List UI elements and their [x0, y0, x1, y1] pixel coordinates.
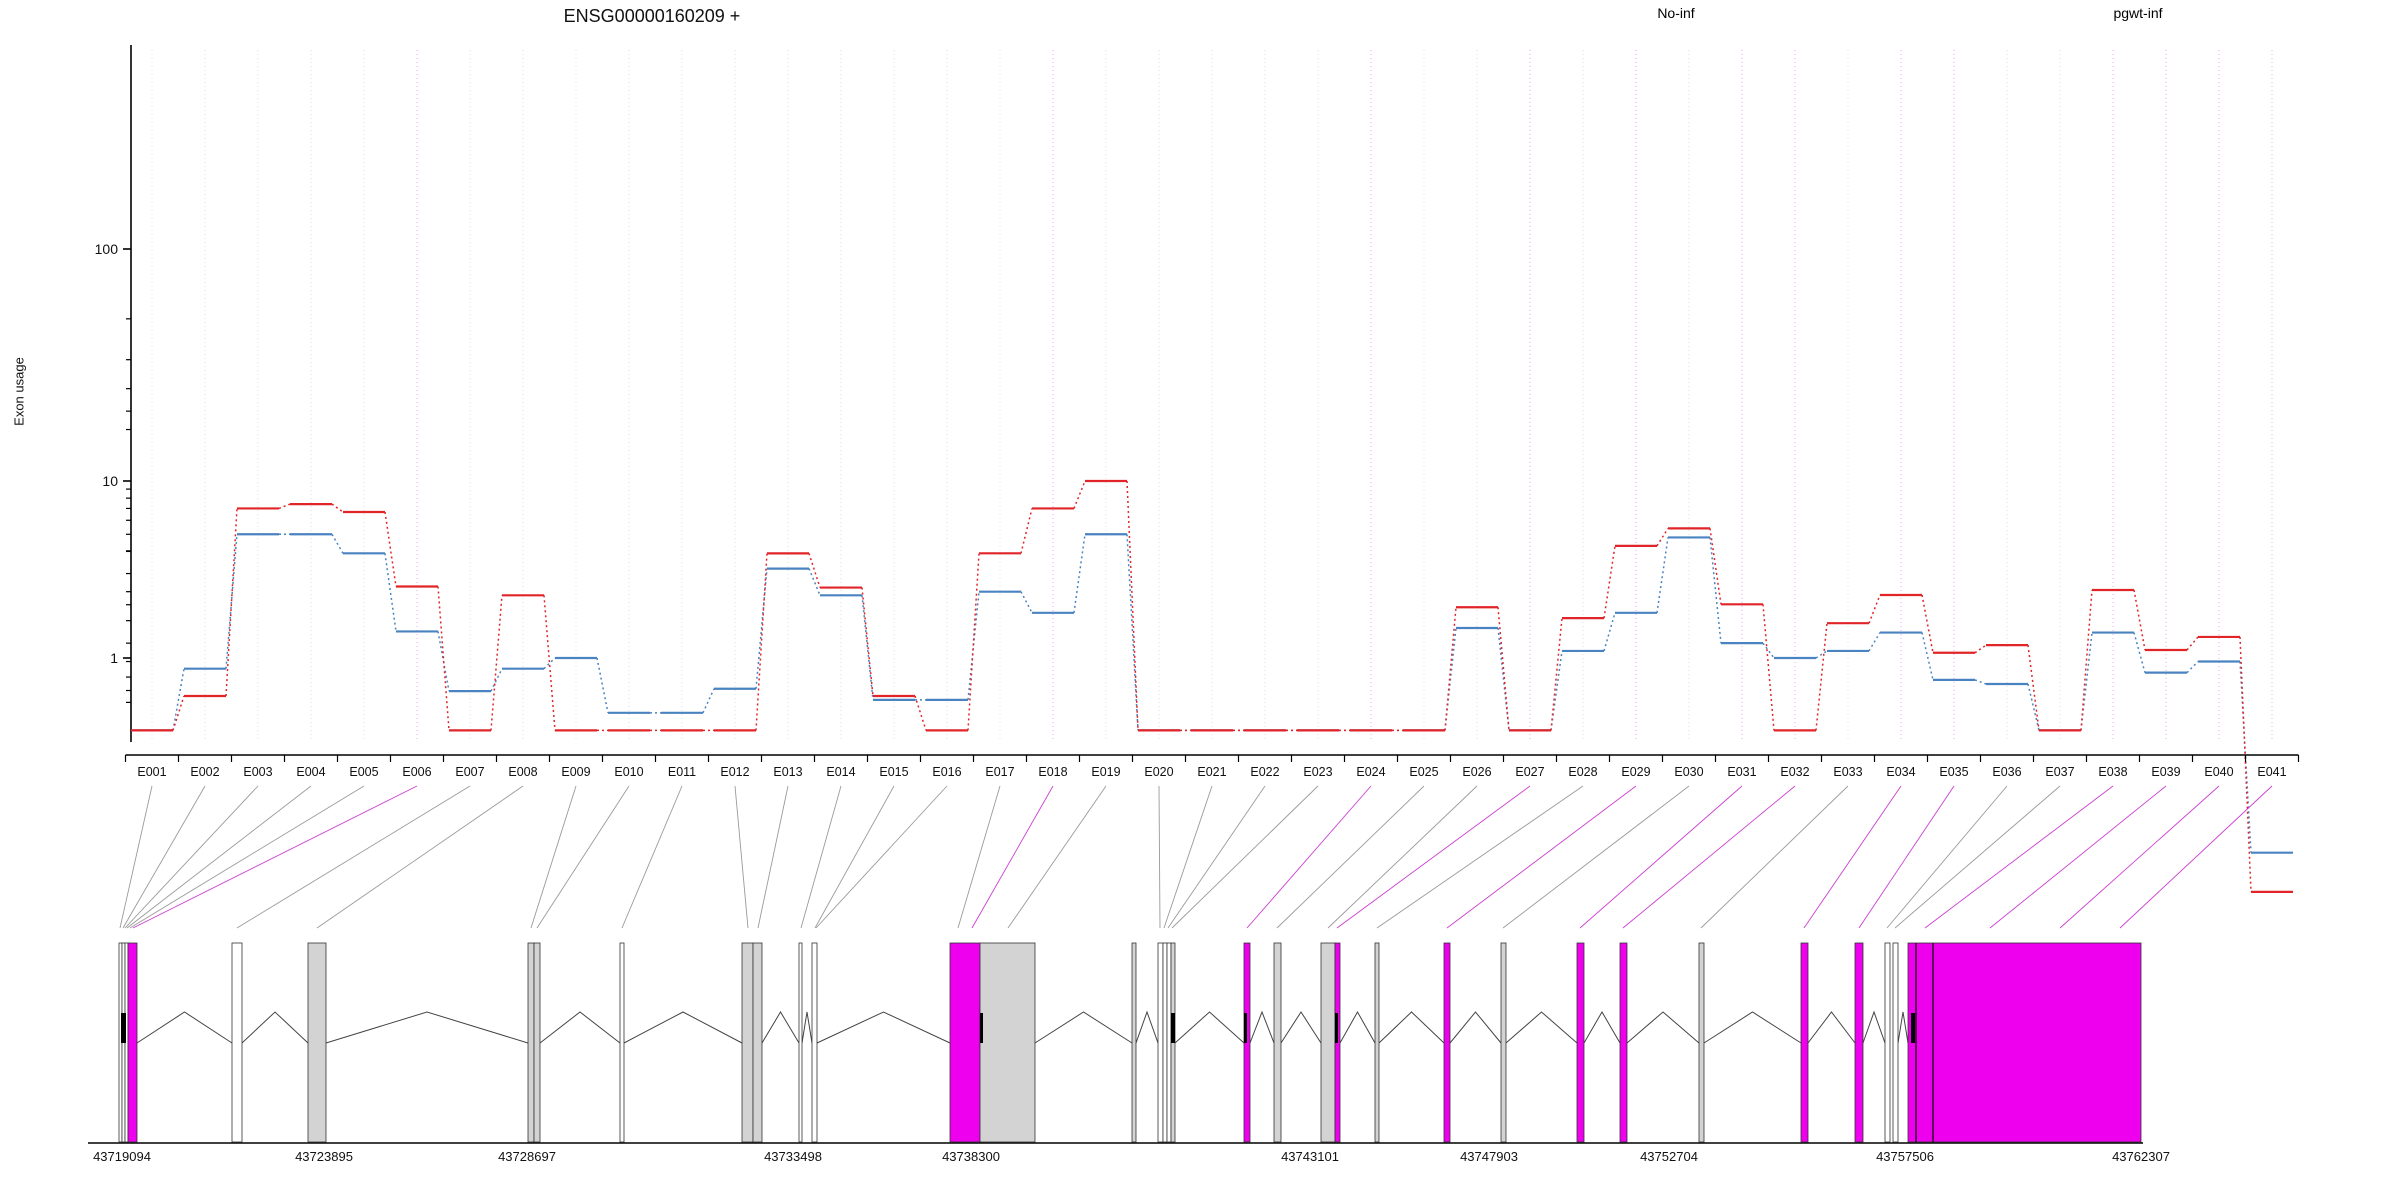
legend-pgwtinf-label: pgwt-inf	[2113, 5, 2163, 21]
genomic-coordinate-labels: 43719094 43723895 43728697 43733498 43738300…	[93, 1149, 2170, 1164]
svg-text:E018: E018	[1038, 765, 1067, 779]
svg-text:E032: E032	[1780, 765, 1809, 779]
svg-text:E016: E016	[932, 765, 961, 779]
svg-text:E010: E010	[614, 765, 643, 779]
svg-text:E008: E008	[508, 765, 537, 779]
svg-text:E022: E022	[1250, 765, 1279, 779]
svg-text:E005: E005	[349, 765, 378, 779]
svg-text:E015: E015	[879, 765, 908, 779]
legend-noinf-label: No-inf	[1657, 5, 1695, 21]
svg-text:E028: E028	[1568, 765, 1597, 779]
svg-text:E033: E033	[1833, 765, 1862, 779]
svg-text:E013: E013	[773, 765, 802, 779]
svg-text:E027: E027	[1515, 765, 1544, 779]
svg-text:E009: E009	[561, 765, 590, 779]
svg-text:E002: E002	[190, 765, 219, 779]
svg-text:E035: E035	[1939, 765, 1968, 779]
svg-text:E040: E040	[2204, 765, 2233, 779]
svg-text:43728697: 43728697	[498, 1149, 556, 1164]
page-title: ENSG00000160209 +	[563, 6, 741, 26]
svg-text:E037: E037	[2045, 765, 2074, 779]
svg-text:43747903: 43747903	[1460, 1149, 1518, 1164]
svg-text:43733498: 43733498	[764, 1149, 822, 1164]
svg-text:43723895: 43723895	[295, 1149, 353, 1164]
svg-text:E034: E034	[1886, 765, 1915, 779]
svg-text:E003: E003	[243, 765, 272, 779]
svg-text:43762307: 43762307	[2112, 1149, 2170, 1164]
gene-model	[88, 942, 2143, 1144]
svg-text:E026: E026	[1462, 765, 1491, 779]
svg-text:E004: E004	[296, 765, 325, 779]
svg-text:E029: E029	[1621, 765, 1650, 779]
svg-text:E025: E025	[1409, 765, 1438, 779]
svg-text:E006: E006	[402, 765, 431, 779]
exon-connector-lines	[119, 785, 2273, 929]
svg-text:E041: E041	[2257, 765, 2286, 779]
svg-text:100: 100	[95, 241, 119, 257]
svg-text:E039: E039	[2151, 765, 2180, 779]
exon-axis-labels: E001 E002 E003 E004 E005 E006 E007 E008 E009 E010…	[137, 765, 2286, 779]
svg-text:43757506: 43757506	[1876, 1149, 1934, 1164]
svg-text:E001: E001	[137, 765, 166, 779]
svg-text:E019: E019	[1091, 765, 1120, 779]
svg-text:43743101: 43743101	[1281, 1149, 1339, 1164]
svg-text:E038: E038	[2098, 765, 2127, 779]
svg-text:E012: E012	[720, 765, 749, 779]
svg-text:E014: E014	[826, 765, 855, 779]
svg-text:E024: E024	[1356, 765, 1385, 779]
svg-text:E011: E011	[668, 765, 696, 779]
svg-text:E036: E036	[1992, 765, 2021, 779]
y-axis-title: Exon usage	[11, 357, 27, 426]
svg-text:1: 1	[110, 650, 118, 666]
svg-text:43752704: 43752704	[1640, 1149, 1698, 1164]
svg-text:43719094: 43719094	[93, 1149, 151, 1164]
svg-text:10: 10	[102, 473, 118, 489]
svg-text:E031: E031	[1727, 765, 1756, 779]
svg-text:E023: E023	[1303, 765, 1332, 779]
svg-text:43738300: 43738300	[942, 1149, 1000, 1164]
svg-text:E030: E030	[1674, 765, 1703, 779]
svg-text:E021: E021	[1197, 765, 1226, 779]
svg-text:E017: E017	[985, 765, 1014, 779]
svg-text:E007: E007	[455, 765, 484, 779]
svg-text:E020: E020	[1144, 765, 1173, 779]
